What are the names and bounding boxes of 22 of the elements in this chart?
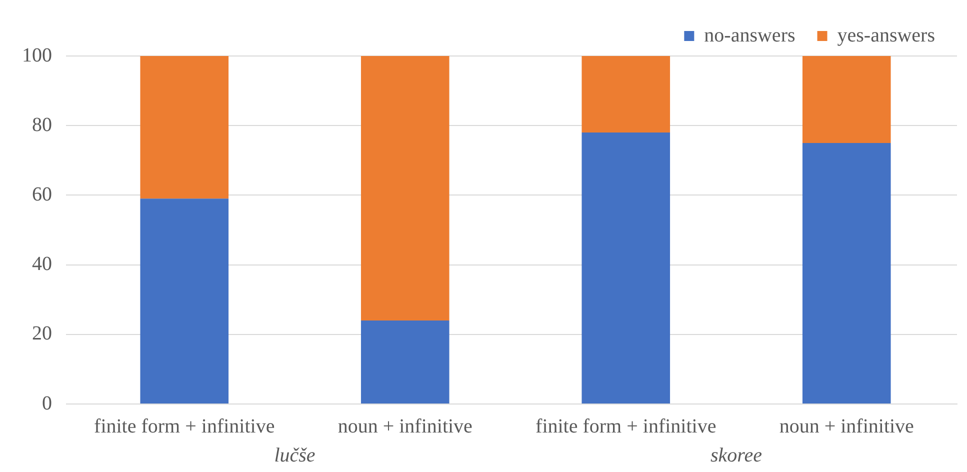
bar	[360, 56, 450, 320]
text: skoree	[710, 444, 762, 466]
y-tick-label: 0	[42, 392, 52, 414]
y-tick-label: 20	[32, 322, 52, 345]
bar	[582, 56, 670, 133]
x-tick-label: noun + infinitive	[779, 415, 914, 438]
y-tick-label: 40	[32, 253, 52, 276]
x-tick-label: finite form + infinitive	[536, 415, 716, 438]
bar	[140, 198, 229, 404]
y-tick-label: 100	[22, 44, 52, 66]
y-tick-label: 60	[32, 183, 52, 206]
text: lučše	[274, 444, 316, 466]
bar	[802, 56, 891, 143]
x-tick-label: finite form + infinitive	[94, 415, 275, 438]
legend-label: no-answers	[704, 24, 796, 46]
bar	[582, 132, 670, 404]
x-tick-label: noun + infinitive	[338, 415, 473, 438]
bar	[140, 56, 229, 199]
bar	[802, 143, 891, 404]
legend-label: yes-answers	[837, 24, 936, 46]
y-tick-label: 80	[32, 114, 52, 136]
bar	[360, 320, 450, 404]
